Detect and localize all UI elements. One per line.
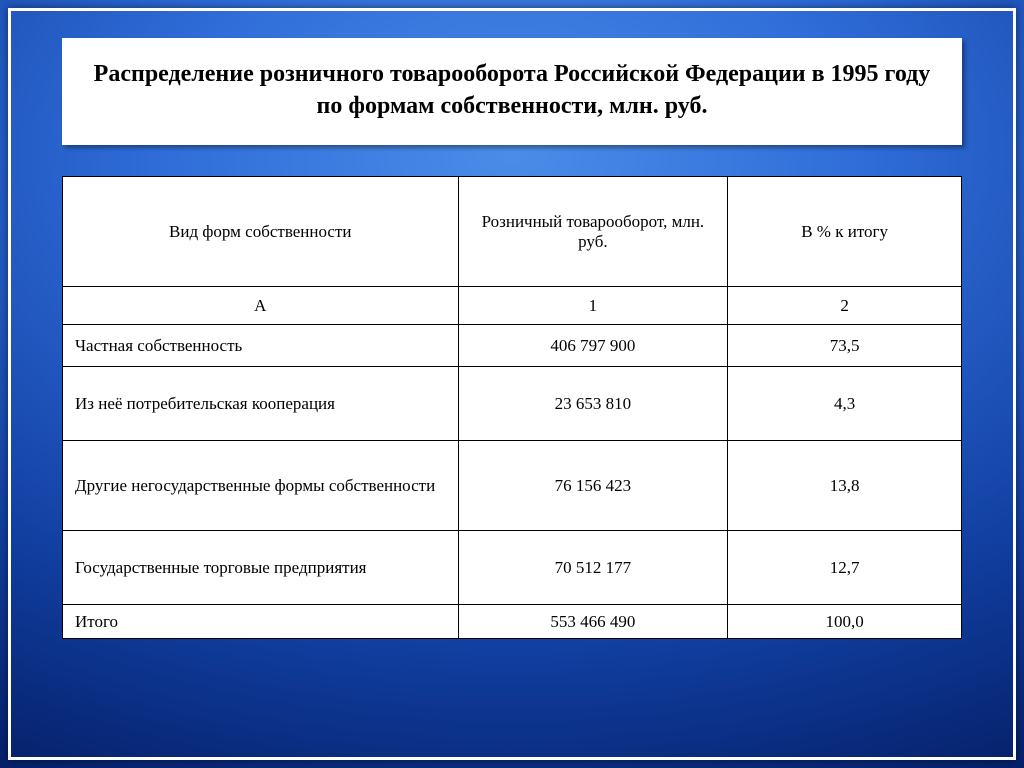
table-row: Другие негосударственные формы собственн…	[63, 441, 962, 531]
header-turnover: Розничный товарооборот, млн. руб.	[458, 177, 728, 287]
header-ownership-type: Вид форм собственности	[63, 177, 459, 287]
slide-title-box: Распределение розничного товарооборота Р…	[62, 38, 962, 145]
table-row: Государственные торговые предприятия 70 …	[63, 531, 962, 605]
cell-turnover: 553 466 490	[458, 605, 728, 639]
cell-percent: 100,0	[728, 605, 962, 639]
cell-percent: 12,7	[728, 531, 962, 605]
cell-percent: 13,8	[728, 441, 962, 531]
subheader-a: А	[63, 287, 459, 325]
cell-turnover: 70 512 177	[458, 531, 728, 605]
table-row: Частная собственность 406 797 900 73,5	[63, 325, 962, 367]
cell-name: Итого	[63, 605, 459, 639]
cell-turnover: 23 653 810	[458, 367, 728, 441]
cell-percent: 73,5	[728, 325, 962, 367]
header-percent: В % к итогу	[728, 177, 962, 287]
ownership-table: Вид форм собственности Розничный товароо…	[62, 176, 962, 639]
subheader-1: 1	[458, 287, 728, 325]
data-table-container: Вид форм собственности Розничный товароо…	[62, 176, 962, 639]
table-subheader-row: А 1 2	[63, 287, 962, 325]
cell-name: Из неё потребительская кооперация	[63, 367, 459, 441]
cell-turnover: 406 797 900	[458, 325, 728, 367]
table-row: Из неё потребительская кооперация 23 653…	[63, 367, 962, 441]
table-header-row: Вид форм собственности Розничный товароо…	[63, 177, 962, 287]
slide-title: Распределение розничного товарооборота Р…	[86, 58, 938, 123]
cell-name: Государственные торговые предприятия	[63, 531, 459, 605]
cell-turnover: 76 156 423	[458, 441, 728, 531]
cell-name: Другие негосударственные формы собственн…	[63, 441, 459, 531]
cell-percent: 4,3	[728, 367, 962, 441]
cell-name: Частная собственность	[63, 325, 459, 367]
subheader-2: 2	[728, 287, 962, 325]
table-row-total: Итого 553 466 490 100,0	[63, 605, 962, 639]
